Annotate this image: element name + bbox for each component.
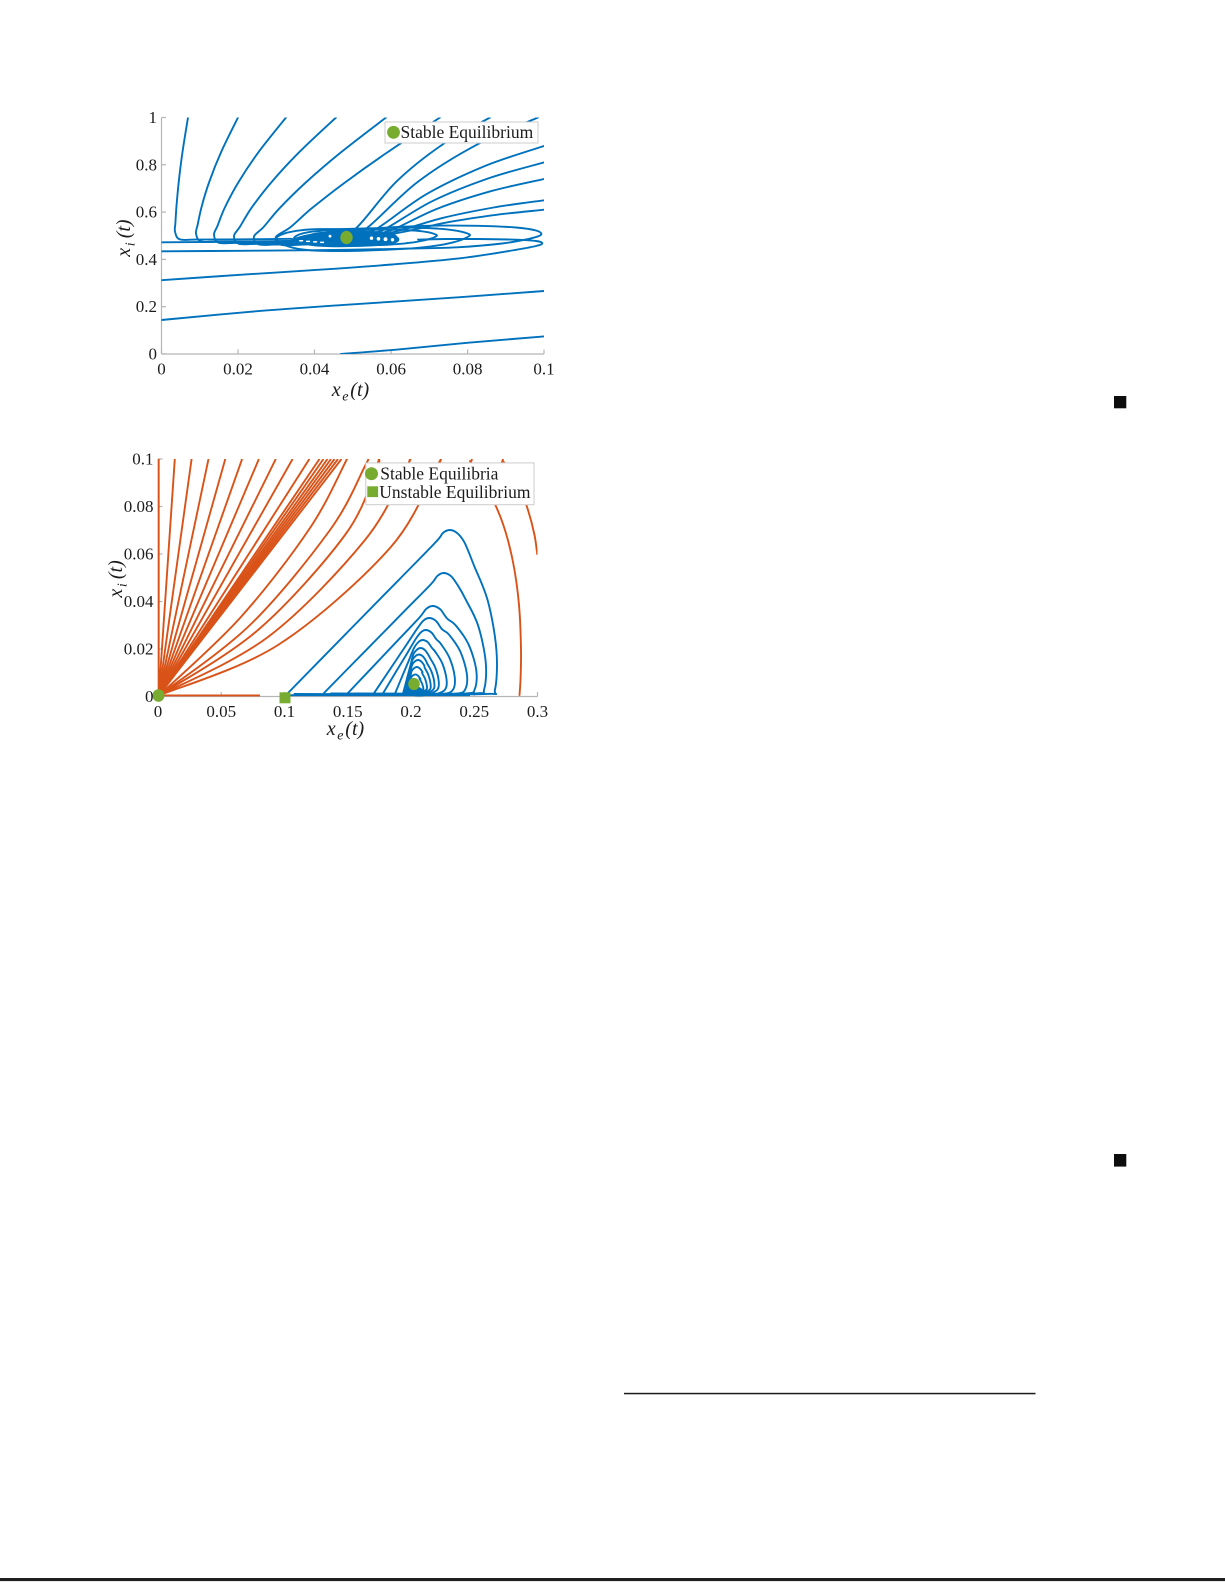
svg-text:0.8: 0.8 (136, 155, 157, 174)
svg-text:(t): (t) (345, 718, 364, 740)
svg-text:Stable Equilibria: Stable Equilibria (380, 464, 498, 484)
svg-text:x: x (113, 248, 135, 258)
svg-text:Stable Equilibrium: Stable Equilibrium (401, 122, 534, 142)
svg-text:e: e (342, 390, 348, 405)
svg-text:(t): (t) (350, 379, 369, 401)
svg-text:0.15: 0.15 (333, 702, 363, 721)
svg-text:x: x (331, 379, 341, 401)
svg-text:0.04: 0.04 (300, 360, 330, 379)
svg-text:(t): (t) (105, 560, 127, 579)
svg-text:0.3: 0.3 (527, 702, 548, 721)
svg-text:1: 1 (149, 108, 158, 127)
svg-text:0.02: 0.02 (124, 640, 154, 659)
svg-text:(t): (t) (113, 219, 135, 238)
svg-text:0.1: 0.1 (533, 360, 554, 379)
svg-text:0.08: 0.08 (453, 360, 483, 379)
svg-text:e: e (337, 729, 343, 744)
svg-text:0: 0 (145, 687, 154, 706)
svg-text:0.4: 0.4 (136, 250, 158, 269)
svg-text:0.6: 0.6 (136, 203, 157, 222)
svg-text:x: x (105, 589, 127, 599)
svg-text:0.1: 0.1 (132, 450, 153, 469)
svg-text:0.2: 0.2 (400, 702, 421, 721)
svg-text:i: i (116, 583, 131, 587)
svg-text:0: 0 (149, 345, 158, 364)
svg-text:0.06: 0.06 (124, 545, 154, 564)
svg-text:0.06: 0.06 (376, 360, 406, 379)
svg-text:0.2: 0.2 (136, 297, 157, 316)
svg-text:0.1: 0.1 (274, 702, 295, 721)
svg-text:0: 0 (154, 702, 163, 721)
svg-text:0.08: 0.08 (124, 497, 154, 516)
svg-text:0: 0 (157, 360, 166, 379)
svg-text:0.02: 0.02 (223, 360, 253, 379)
svg-text:i: i (124, 242, 139, 246)
svg-text:x: x (326, 718, 336, 740)
svg-text:0.05: 0.05 (206, 702, 236, 721)
svg-text:0.04: 0.04 (124, 592, 154, 611)
svg-text:Unstable Equilibrium: Unstable Equilibrium (379, 482, 531, 502)
svg-text:0.25: 0.25 (459, 702, 489, 721)
